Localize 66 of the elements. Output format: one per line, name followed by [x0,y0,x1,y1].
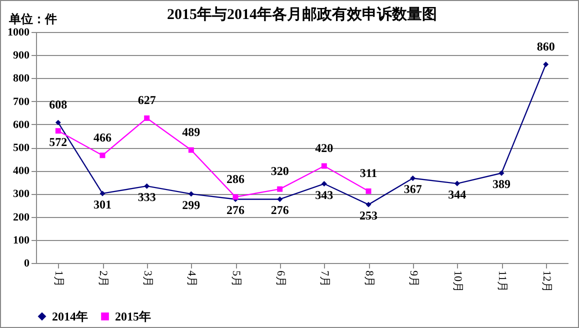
chart-title: 2015年与2014年各月邮政有效申诉数量图 [167,6,437,23]
point [144,183,150,189]
data-label: 608 [49,98,68,112]
data-label: 367 [404,182,422,196]
data-label: 389 [492,177,510,192]
point [410,175,416,181]
point [454,180,460,186]
data-label: 466 [94,130,112,144]
y-tick-label: 500 [13,142,30,154]
x-tick-label: 12月 [540,270,552,292]
text: 单位：件 [9,11,57,28]
x-tick-label: 5月 [230,270,242,287]
data-label: 572 [49,134,68,149]
point [321,163,327,169]
point [144,115,150,121]
y-tick-label: 800 [13,72,30,85]
x-tick-label: 6月 [274,270,286,287]
legend-label: 2015年 [115,309,151,324]
x-tick-label: 1月 [52,270,65,287]
point [321,181,327,187]
legend-label: 2014年 [52,309,88,324]
data-label: 311 [360,166,378,180]
x-tick-label: 9月 [407,270,420,287]
point [100,190,106,196]
y-tick-label: 0 [24,258,30,270]
data-label: 420 [315,140,334,155]
data-label: 320 [270,164,289,178]
x-tick-label: 8月 [363,270,375,287]
data-label: 627 [138,93,156,108]
y-tick-label: 1000 [8,26,30,38]
point [277,186,283,192]
x-tick-label: 7月 [318,270,331,287]
x-tick-label: 3月 [141,270,154,287]
point [55,120,61,126]
point [543,62,549,68]
data-label: 489 [182,125,200,140]
y-tick-label: 400 [13,165,30,178]
x-tick-label: 4月 [186,270,198,287]
point [277,196,283,202]
data-label: 276 [226,203,244,218]
data-label: 276 [270,203,289,218]
y-tick-label: 100 [13,234,30,246]
point [498,170,504,176]
data-label: 344 [448,188,466,202]
data-label: 299 [182,198,200,212]
y-tick-label: 900 [13,50,30,62]
point [188,147,194,153]
y-tick-label: 700 [13,96,30,108]
x-tick-label: 11月 [496,270,508,292]
point [366,202,372,208]
point [100,152,106,158]
data-label: 333 [138,190,156,204]
data-label: 286 [226,172,244,186]
point [232,194,238,200]
point [188,191,194,197]
x-tick-label: 2月 [97,270,109,287]
data-label: 343 [315,188,334,202]
y-tick-label: 200 [13,211,30,224]
data-label: 301 [94,197,112,212]
point [55,128,61,134]
point [366,188,372,194]
data-label: 860 [536,39,555,54]
y-tick-label: 600 [13,118,30,131]
x-tick-label: 10月 [452,270,464,292]
data-label: 253 [360,208,378,223]
y-tick-label: 300 [13,188,30,200]
